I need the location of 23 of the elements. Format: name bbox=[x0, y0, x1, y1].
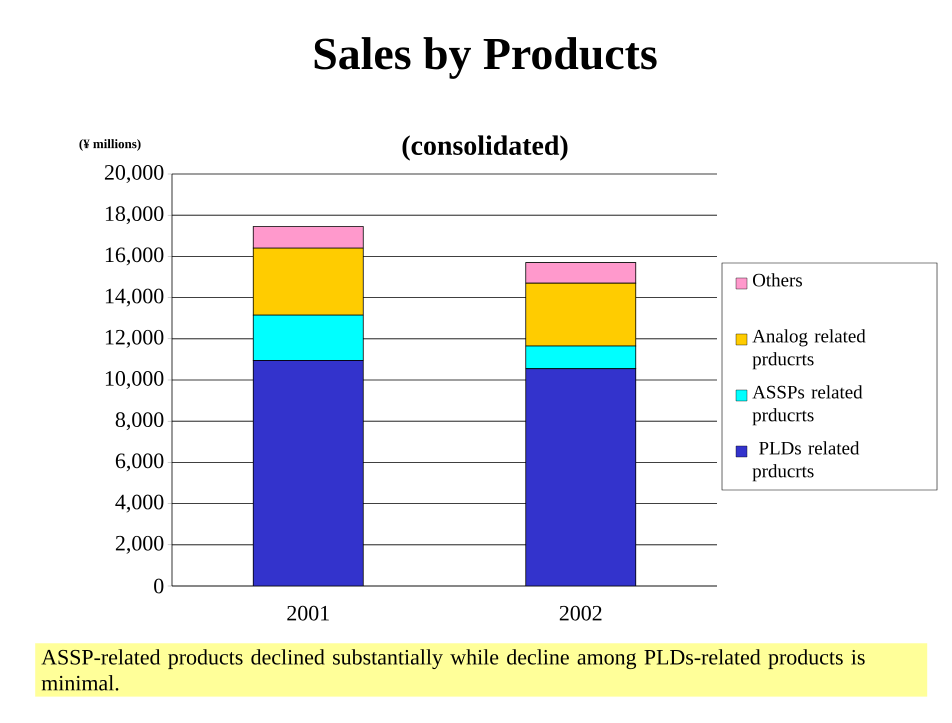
y-tick-label: 8,000 bbox=[116, 412, 164, 430]
y-tick-label: 6,000 bbox=[116, 453, 164, 472]
bar bbox=[525, 368, 636, 586]
y-tick-label: 12,000 bbox=[106, 330, 164, 348]
legend-label: Analog related prducrts bbox=[752, 329, 866, 370]
y-tick-label: 18,000 bbox=[106, 206, 164, 224]
y-tick-label: 16,000 bbox=[106, 247, 164, 266]
y-axis-title: (¥ millions) bbox=[79, 139, 141, 151]
bar bbox=[252, 360, 364, 586]
y-tick-label: 20,000 bbox=[104, 165, 164, 183]
chart-title: Sales by Products bbox=[314, 37, 657, 79]
x-tick-label: 2001 bbox=[287, 606, 329, 621]
y-tick-label: 14,000 bbox=[106, 288, 164, 307]
text: ASSP-related products declined substantially while decline among PLDs-related products is minimal. bbox=[41, 649, 865, 691]
legend-label: ASSPs related prducrts bbox=[752, 385, 862, 426]
legend-label: PLDs related prducrts bbox=[752, 441, 860, 482]
chart-subtitle: (consolidated) bbox=[402, 135, 568, 161]
legend-label: Others bbox=[752, 273, 802, 287]
y-tick-label: 4,000 bbox=[115, 494, 164, 513]
x-tick-label: 2002 bbox=[560, 606, 602, 621]
y-tick-label: 10,000 bbox=[106, 371, 164, 389]
y-tick-label: 2,000 bbox=[116, 536, 164, 554]
y-tick-label: 0 bbox=[154, 578, 164, 594]
